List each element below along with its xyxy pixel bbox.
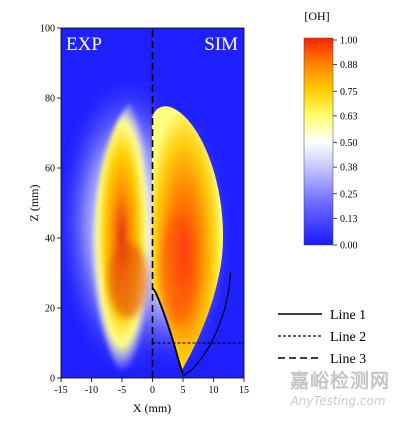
x-tick-label: 10	[209, 385, 219, 396]
x-tick-label: -5	[118, 385, 126, 396]
y-tick-label: 100	[40, 24, 55, 35]
x-axis: -15 -10 -5 0 5 10 15	[54, 378, 249, 396]
watermark-text: 嘉峪检测网	[290, 370, 391, 392]
x-tick-label: 5	[181, 385, 186, 396]
legend-line-1-label: Line 1	[330, 308, 366, 323]
sim-flame-core	[160, 215, 196, 325]
outer-contour-curve	[182, 272, 232, 377]
colorbar-tick-label: 0.25	[340, 189, 358, 200]
x-tick-label: -10	[85, 385, 98, 396]
watermark-url: AnyTesting.com	[290, 394, 386, 408]
y-tick-label: 80	[45, 94, 55, 105]
y-tick-label: 0	[50, 374, 55, 385]
colorbar-tick-label: 0.00	[340, 241, 358, 252]
exp-label: EXP	[66, 34, 102, 55]
legend: Line 1 Line 2 Line 3	[278, 308, 366, 367]
colorbar-tick-label: 0.63	[340, 111, 358, 122]
colorbar-tick-label: 0.50	[340, 138, 358, 149]
y-tick-label: 40	[45, 234, 55, 245]
sim-label: SIM	[204, 34, 238, 55]
line-1-flame-edge	[151, 287, 184, 375]
legend-line-2-label: Line 2	[330, 330, 366, 345]
plot-area	[61, 28, 244, 378]
y-tick-label: 20	[45, 304, 55, 315]
x-axis-label: X (mm)	[133, 401, 171, 415]
y-axis-label: Z (mm)	[27, 185, 41, 222]
y-axis: 0 20 40 60 80 100	[40, 24, 61, 385]
colorbar-tick-label: 0.38	[340, 163, 358, 174]
colorbar-frame	[303, 37, 334, 246]
colorbar-tick-label: 1.00	[340, 36, 358, 47]
colorbar-tick-label: 0.75	[340, 87, 358, 98]
colorbar-title: [OH]	[304, 9, 329, 23]
x-tick-label: 0	[150, 385, 155, 396]
colorbar-ticks: 1.00 0.88 0.75 0.63 0.50 0.38 0.25 0.13 0.00	[333, 36, 358, 252]
y-tick-label: 60	[45, 164, 55, 175]
x-tick-label: -15	[54, 385, 67, 396]
exp-flame-core	[108, 242, 148, 318]
colorbar-tick-label: 0.13	[340, 214, 358, 225]
x-tick-label: 15	[239, 385, 249, 396]
legend-line-3-label: Line 3	[330, 352, 366, 367]
colorbar-tick-label: 0.88	[340, 60, 358, 71]
colorbar	[304, 38, 333, 245]
